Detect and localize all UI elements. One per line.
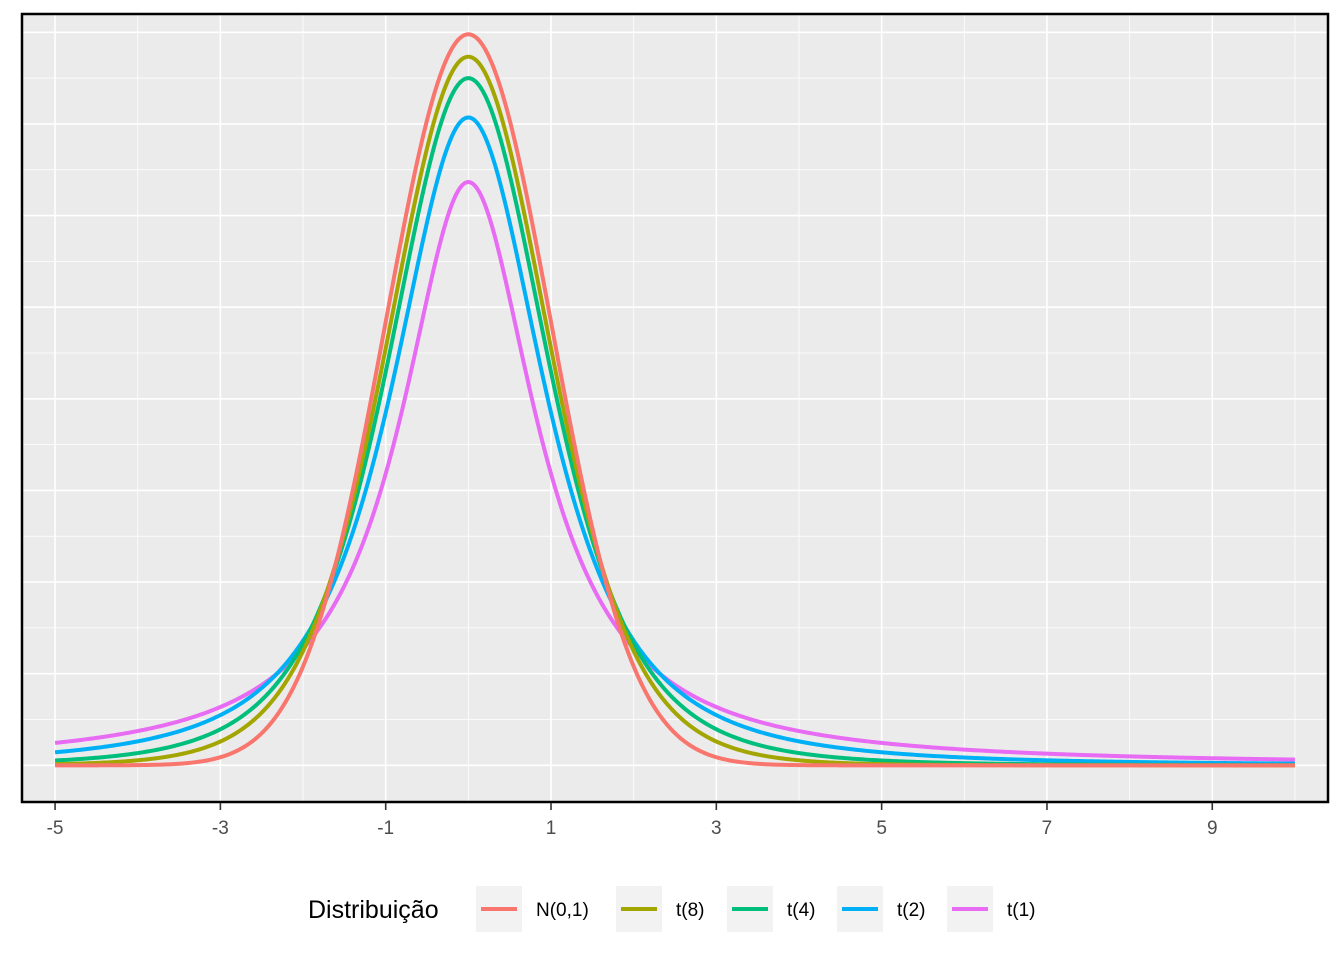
series-line-t-1 (54, 180, 1295, 762)
x-tick-label: -3 (212, 818, 229, 839)
x-tick-label: -1 (377, 818, 394, 839)
x-tick-label: 9 (1207, 818, 1218, 839)
series-layer (54, 32, 1295, 768)
series-line-n-0-1 (55, 32, 1295, 768)
legend: Distribuição N(0,1) t(8) t(4) t(2) t(1) (308, 886, 1036, 932)
x-tick-label: 7 (1042, 818, 1053, 839)
legend-items: N(0,1) t(8) t(4) t(2) t(1) (476, 886, 1036, 932)
grid-major (22, 14, 1328, 802)
x-tick-label: 3 (711, 818, 722, 839)
plot-border (20, 12, 1330, 804)
legend-label-t-2: t(2) (897, 900, 926, 921)
legend-label-t-8: t(8) (676, 900, 705, 921)
x-tick-label: 5 (876, 818, 887, 839)
legend-label-t-1: t(1) (1007, 900, 1036, 921)
legend-label-n-0-1: N(0,1) (536, 900, 589, 921)
series-line-t-2 (54, 115, 1295, 766)
plot-panel (22, 14, 1328, 802)
legend-label-t-4: t(4) (787, 900, 816, 921)
legend-title: Distribuição (308, 896, 439, 924)
x-tick-label: 1 (546, 818, 557, 839)
x-tick-label: -5 (47, 818, 64, 839)
x-axis: -5 -3 -1 1 3 5 7 9 (47, 803, 1218, 839)
